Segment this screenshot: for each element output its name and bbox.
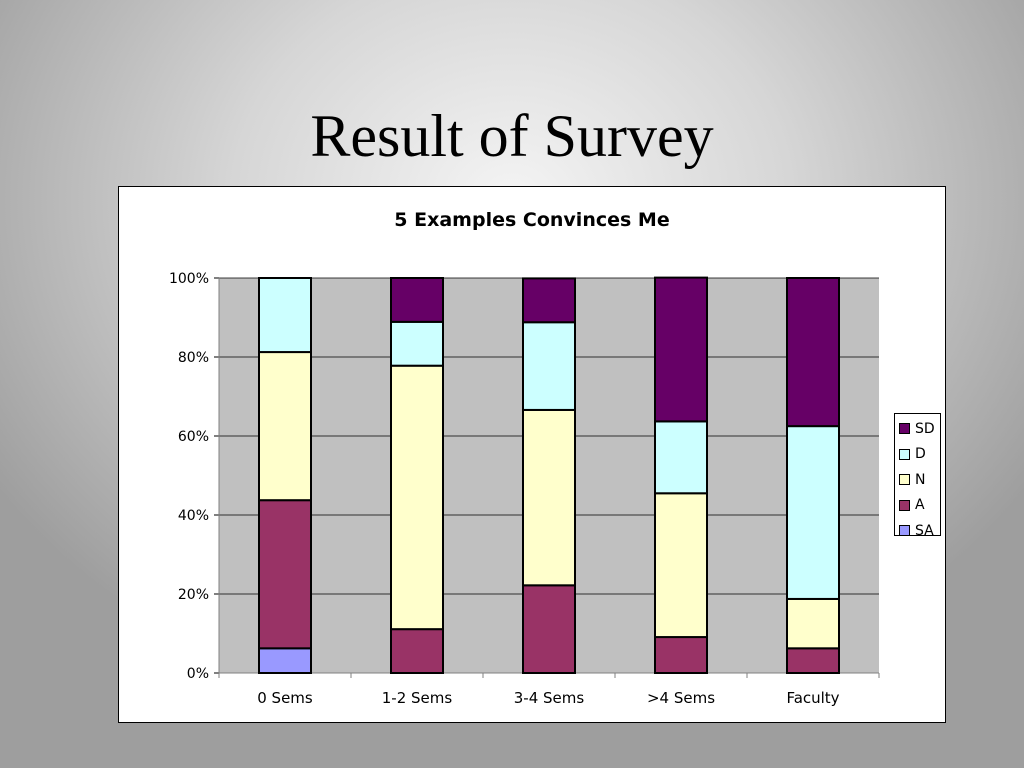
legend-swatch: [899, 525, 910, 537]
bar-segment-a: [654, 636, 708, 674]
bar-segment-d: [522, 321, 576, 411]
bar-segment-n: [390, 364, 444, 631]
bar-segment-d: [786, 425, 840, 600]
bar-segment-a: [390, 628, 444, 674]
bar-segment-a: [522, 584, 576, 674]
chart-title: 5 Examples Convinces Me: [394, 209, 669, 231]
legend-label: N: [915, 471, 926, 488]
x-tick-label: 0 Sems: [257, 689, 313, 707]
y-tick-label: 80%: [178, 350, 209, 366]
legend-swatch: [899, 448, 910, 460]
y-tick-label: 0%: [187, 666, 209, 682]
bar-segment-sa: [258, 647, 312, 674]
x-tick-label: Faculty: [786, 689, 839, 707]
bar-segment-d: [390, 320, 444, 367]
x-tick-label: >4 Sems: [647, 689, 715, 707]
bar-segment-n: [654, 492, 708, 639]
y-tick-label: 40%: [178, 508, 209, 524]
legend-swatch: [899, 474, 910, 486]
y-tick-label: 60%: [178, 429, 209, 445]
legend-label: SD: [915, 420, 935, 437]
legend-item-n: N: [895, 467, 940, 493]
bar-segment-n: [786, 597, 840, 650]
bar-segment-a: [786, 647, 840, 674]
legend-label: A: [915, 497, 925, 514]
x-tick-label: 3-4 Sems: [514, 689, 585, 707]
bar-segment-sd: [654, 276, 708, 423]
legend-item-sd: SD: [895, 416, 940, 442]
legend-item-sa: SA: [895, 518, 940, 544]
chart-legend: SD D N A SA: [894, 413, 941, 539]
bar-segment-n: [522, 408, 576, 587]
chart-container: 5 Examples Convinces Me 0% 20% 40% 60% 80% 10…: [118, 186, 946, 723]
bar-segment-sd: [522, 277, 576, 324]
plot-area: 0% 20% 40% 60% 80% 100% 0 Sems 1-2 Sems 3-4 Sems…: [169, 271, 880, 707]
legend-item-d: D: [895, 442, 940, 468]
bar-segment-d: [654, 420, 708, 495]
slide-title: Result of Survey: [310, 103, 714, 169]
bar-segment-sd: [786, 277, 840, 428]
legend-swatch: [899, 499, 910, 511]
y-tick-label: 20%: [178, 587, 209, 603]
legend-label: D: [915, 446, 926, 463]
bar-segment-d: [258, 277, 312, 354]
legend-label: SA: [915, 522, 934, 539]
x-tick-label: 1-2 Sems: [382, 689, 453, 707]
stacked-bar-chart: 5 Examples Convinces Me 0% 20% 40% 60% 80% 10…: [169, 209, 880, 707]
legend-swatch: [899, 423, 910, 435]
bar-segment-n: [258, 351, 312, 502]
legend-item-a: A: [895, 493, 940, 519]
bar-segment-sd: [390, 277, 444, 323]
bar-segment-a: [258, 499, 312, 650]
y-tick-label: 100%: [169, 271, 209, 287]
